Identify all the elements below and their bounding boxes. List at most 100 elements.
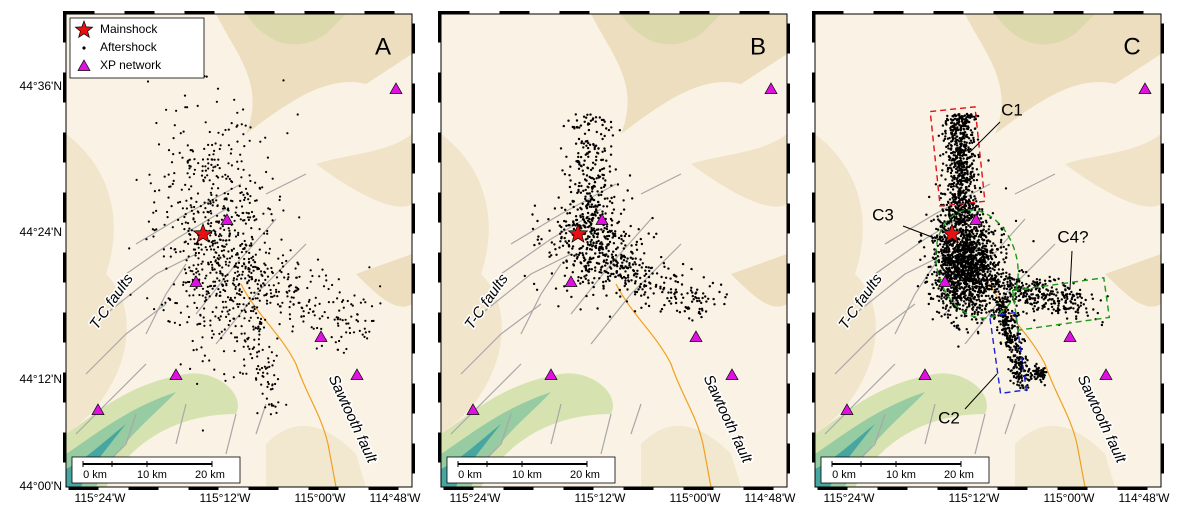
- aftershock-dot: [1063, 295, 1065, 297]
- aftershock-dot: [240, 218, 242, 220]
- aftershock-dot: [190, 204, 192, 206]
- aftershock-dot: [964, 173, 966, 175]
- aftershock-dot: [980, 191, 982, 193]
- aftershock-dot: [1057, 300, 1059, 302]
- aftershock-dot: [1018, 378, 1020, 380]
- aftershock-dot: [337, 322, 339, 324]
- aftershock-dot: [356, 313, 358, 315]
- aftershock-dot: [206, 293, 208, 295]
- aftershock-dot: [611, 212, 613, 214]
- aftershock-dot: [236, 278, 238, 280]
- aftershock-dot: [960, 214, 962, 216]
- aftershock-dot: [994, 244, 996, 246]
- aftershock-dot: [951, 193, 953, 195]
- aftershock-dot: [947, 185, 949, 187]
- aftershock-dot: [1050, 290, 1052, 292]
- aftershock-dot: [650, 267, 652, 269]
- aftershock-dot: [249, 126, 251, 128]
- aftershock-dot: [663, 304, 665, 306]
- aftershock-dot: [223, 306, 225, 308]
- aftershock-dot: [924, 255, 926, 257]
- aftershock-dot: [219, 233, 221, 235]
- aftershock-dot: [589, 261, 591, 263]
- aftershock-dot: [947, 246, 949, 248]
- aftershock-dot: [1043, 304, 1045, 306]
- aftershock-dot: [538, 242, 540, 244]
- aftershock-dot: [1029, 298, 1031, 300]
- aftershock-dot: [933, 219, 935, 221]
- aftershock-dot: [977, 138, 979, 140]
- aftershock-dot: [951, 179, 953, 181]
- aftershock-dot: [225, 243, 227, 245]
- aftershock-dot: [949, 164, 951, 166]
- aftershock-dot: [977, 306, 979, 308]
- aftershock-dot: [596, 212, 598, 214]
- aftershock-dot: [582, 203, 584, 205]
- aftershock-dot: [940, 297, 942, 299]
- aftershock-dot: [1053, 308, 1055, 310]
- aftershock-dot: [1034, 299, 1036, 301]
- aftershock-dot: [597, 204, 599, 206]
- aftershock-dot: [1025, 283, 1027, 285]
- aftershock-dot: [295, 286, 297, 288]
- aftershock-dot: [1036, 294, 1038, 296]
- aftershock-dot: [220, 239, 222, 241]
- aftershock-dot: [578, 168, 580, 170]
- aftershock-dot: [248, 287, 250, 289]
- aftershock-dot: [379, 302, 381, 304]
- aftershock-dot: [231, 216, 233, 218]
- aftershock-dot: [970, 175, 972, 177]
- aftershock-dot: [961, 286, 963, 288]
- aftershock-dot: [208, 359, 210, 361]
- aftershock-dot: [228, 227, 230, 229]
- lon-label: 115°12'W: [575, 491, 627, 505]
- aftershock-dot: [604, 179, 606, 181]
- aftershock-dot: [967, 189, 969, 191]
- aftershock-dot: [241, 160, 243, 162]
- aftershock-dot: [242, 233, 244, 235]
- aftershock-dot: [229, 257, 231, 259]
- aftershock-dot: [965, 309, 967, 311]
- aftershock-dot: [595, 247, 597, 249]
- aftershock-dot: [944, 214, 946, 216]
- aftershock-dot: [248, 320, 250, 322]
- aftershock-dot: [1012, 326, 1014, 328]
- aftershock-dot: [580, 165, 582, 167]
- aftershock-dot: [942, 124, 944, 126]
- aftershock-dot: [991, 275, 993, 277]
- aftershock-dot: [231, 255, 233, 257]
- aftershock-dot: [592, 143, 594, 145]
- aftershock-dot: [929, 293, 931, 295]
- aftershock-dot: [612, 134, 614, 136]
- aftershock-dot: [236, 292, 238, 294]
- aftershock-dot: [989, 255, 991, 257]
- aftershock-dot: [982, 239, 984, 241]
- aftershock-dot: [960, 150, 962, 152]
- aftershock-dot: [223, 278, 225, 280]
- aftershock-dot: [231, 188, 233, 190]
- aftershock-dot: [1006, 281, 1008, 283]
- aftershock-dot: [580, 192, 582, 194]
- aftershock-dot: [947, 147, 949, 149]
- aftershock-dot: [210, 225, 212, 227]
- aftershock-dot: [243, 258, 245, 260]
- aftershock-dot: [586, 174, 588, 176]
- aftershock-dot: [950, 147, 952, 149]
- aftershock-dot: [570, 254, 572, 256]
- aftershock-dot: [959, 308, 961, 310]
- aftershock-dot: [987, 159, 989, 161]
- aftershock-dot: [265, 368, 267, 370]
- aftershock-dot: [585, 189, 587, 191]
- aftershock-dot: [560, 226, 562, 228]
- aftershock-dot: [204, 216, 206, 218]
- aftershock-dot: [272, 178, 274, 180]
- aftershock-dot: [974, 209, 976, 211]
- aftershock-dot: [213, 150, 215, 152]
- aftershock-dot: [1025, 364, 1027, 366]
- aftershock-dot: [976, 168, 978, 170]
- aftershock-dot: [690, 268, 692, 270]
- aftershock-dot: [229, 320, 231, 322]
- aftershock-dot: [681, 274, 683, 276]
- aftershock-dot: [670, 291, 672, 293]
- aftershock-dot: [234, 297, 236, 299]
